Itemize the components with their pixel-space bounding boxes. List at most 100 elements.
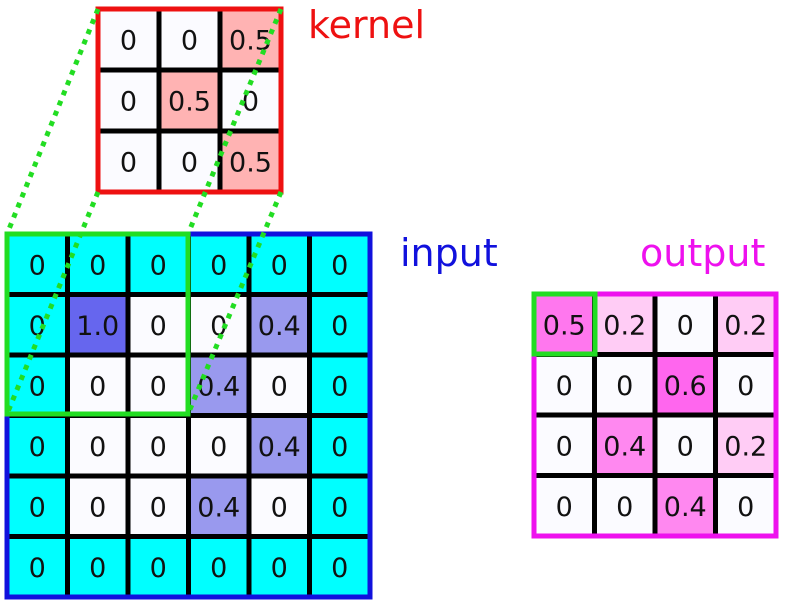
output-cell-value: 0.4 [603, 431, 646, 462]
kernel-cell: 0 [98, 70, 159, 131]
output-cell-fill [715, 415, 776, 476]
input-cell-fill [7, 294, 68, 355]
output-cell: 0 [715, 354, 776, 415]
output-cell-value: 0 [556, 431, 573, 462]
input-cell-fill [67, 294, 128, 355]
input-cell: 0 [128, 355, 189, 416]
input-cell: 0 [128, 476, 189, 537]
kernel-cell-fill [159, 131, 220, 192]
output-cell-value: 0 [616, 371, 633, 402]
input-cell: 0 [67, 415, 128, 476]
input-cell: 0 [309, 476, 370, 537]
output-cell-fill [655, 354, 716, 415]
input-cell-fill [67, 476, 128, 537]
input-cell-value: 0 [210, 311, 227, 342]
output-cell: 0.2 [715, 294, 776, 355]
input-window-highlight [4, 231, 191, 417]
input-cell: 0 [249, 476, 310, 537]
input-cell-fill [67, 536, 128, 597]
output-cell-value: 0 [677, 431, 694, 462]
kernel-projection-lines [4, 8, 598, 417]
input-grid: 0 0 0 0 0 00 1.0 0 0 0.4 00 0 0 0.4 0 00 0 0 0 0.4 00 0 0 0.4 0 0… [4, 231, 373, 600]
kernel-cell: 0.5 [220, 131, 281, 192]
input-cell-fill [128, 415, 189, 476]
input-cell-value: 0 [150, 432, 167, 463]
input-cell-value: 0 [331, 492, 348, 523]
kernel-cell: 0.5 [159, 70, 220, 131]
kernel-cell-fill [98, 9, 159, 70]
output-cell-fill [715, 354, 776, 415]
input-cell-value: 0 [89, 371, 106, 402]
output-cell: 0.2 [715, 415, 776, 476]
input-cell-value: 0 [89, 492, 106, 523]
input-cell-fill [249, 355, 310, 416]
input-cell: 0 [249, 355, 310, 416]
input-cell: 0 [7, 355, 68, 416]
output-label: output [640, 231, 765, 275]
output-cell: 0.6 [655, 354, 716, 415]
kernel-border [95, 6, 284, 195]
input-cell: 0 [67, 476, 128, 537]
input-cell-value: 0 [150, 553, 167, 584]
kernel-cell: 0 [159, 131, 220, 192]
output-cell-value: 0.2 [724, 310, 767, 341]
input-cell-fill [249, 536, 310, 597]
output-cell-value: 0 [677, 310, 694, 341]
input-cell-value: 0 [331, 371, 348, 402]
input-cell-value: 0 [89, 432, 106, 463]
input-cell-fill [309, 536, 370, 597]
kernel-cell-fill [159, 70, 220, 131]
input-cell: 0 [188, 234, 249, 295]
output-grid: 0.5 0.2 0 0.2 0 0 0.6 0 0 0.4 0 0.2 0 0 0.4 0 [531, 291, 779, 539]
input-cell-fill [309, 294, 370, 355]
output-cell: 0 [655, 294, 716, 355]
kernel-cell: 0 [98, 131, 159, 192]
input-cell: 0 [128, 415, 189, 476]
input-cell-fill [188, 536, 249, 597]
kernel-cell-value: 0.5 [168, 87, 211, 118]
output-cell-fill [655, 294, 716, 355]
input-label: input [400, 231, 498, 275]
output-cell-value: 0 [616, 492, 633, 523]
input-cell-fill [188, 415, 249, 476]
input-cell-value: 0 [150, 250, 167, 281]
input-cell-fill [128, 294, 189, 355]
kernel-cell-value: 0 [181, 26, 198, 57]
kernel-cell-fill [220, 131, 281, 192]
output-cell: 0.5 [534, 294, 595, 355]
output-cell: 0 [534, 475, 595, 536]
output-cell-value: 0.2 [724, 431, 767, 462]
output-cell: 0.4 [655, 475, 716, 536]
input-cell-fill [128, 476, 189, 537]
input-cell: 0 [188, 536, 249, 597]
input-cell-fill [128, 536, 189, 597]
projection-line [185, 8, 284, 235]
input-cell-value: 0 [150, 492, 167, 523]
input-cell-fill [188, 476, 249, 537]
output-cell: 0 [534, 354, 595, 415]
kernel-cell: 0 [220, 70, 281, 131]
input-cell-value: 0 [29, 553, 46, 584]
input-cell-fill [128, 234, 189, 295]
output-cell: 0.2 [594, 294, 655, 355]
input-cell-value: 0 [331, 250, 348, 281]
output-cell-fill [594, 354, 655, 415]
input-cell-value: 0 [29, 371, 46, 402]
input-cell: 0 [309, 355, 370, 416]
input-cell-value: 0 [89, 553, 106, 584]
output-cell-value: 0 [556, 492, 573, 523]
input-cell: 0.4 [188, 476, 249, 537]
kernel-cell: 0 [159, 9, 220, 70]
kernel-cell-fill [98, 70, 159, 131]
input-cell-fill [67, 355, 128, 416]
input-cell-value: 0 [29, 492, 46, 523]
input-cell-fill [309, 415, 370, 476]
input-cell: 1.0 [67, 294, 128, 355]
input-cell-fill [249, 294, 310, 355]
input-cell-fill [67, 415, 128, 476]
output-cell-value: 0.2 [603, 310, 646, 341]
input-cell: 0.4 [249, 415, 310, 476]
kernel-cell-fill [98, 131, 159, 192]
output-cell-value: 0 [737, 492, 754, 523]
projection-line [4, 191, 101, 415]
